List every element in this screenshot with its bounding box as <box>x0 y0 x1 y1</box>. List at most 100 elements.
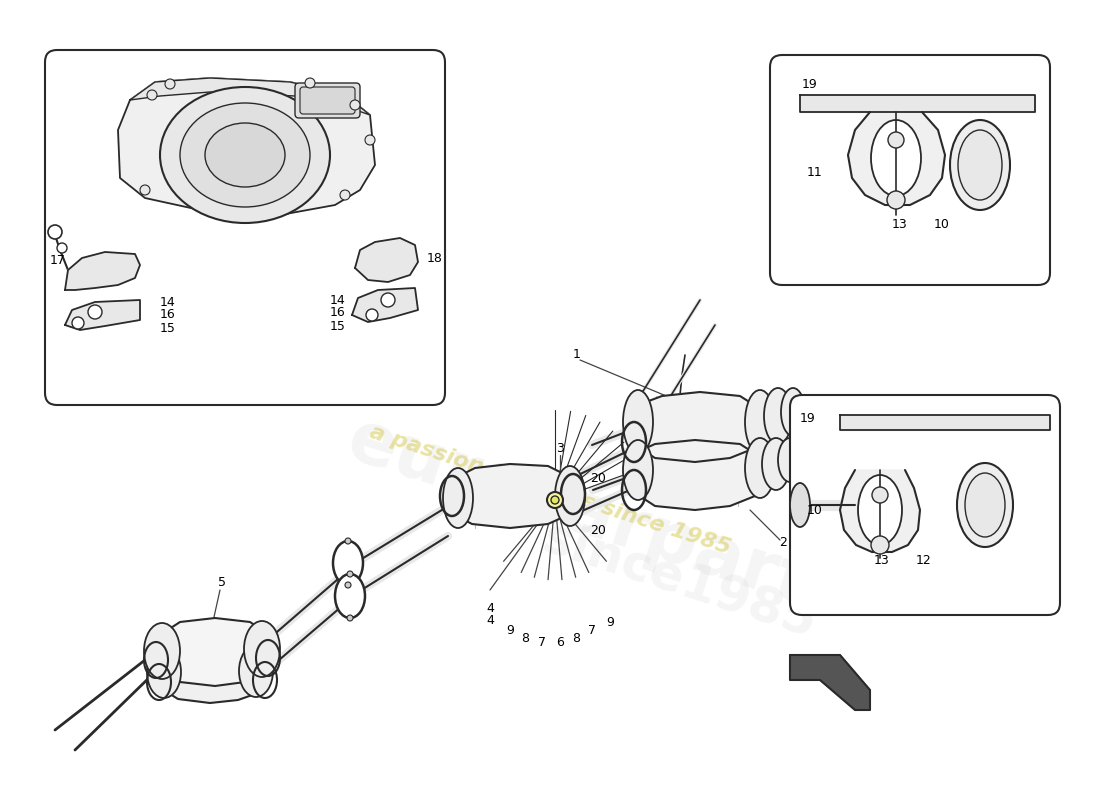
Text: 17: 17 <box>51 254 66 266</box>
Ellipse shape <box>239 645 273 697</box>
Circle shape <box>871 536 889 554</box>
Text: since1985: since1985 <box>537 513 823 647</box>
Text: 4: 4 <box>486 614 494 626</box>
Ellipse shape <box>556 466 585 526</box>
Text: 10: 10 <box>807 503 823 517</box>
Text: 15: 15 <box>161 322 176 334</box>
Ellipse shape <box>950 120 1010 210</box>
Ellipse shape <box>745 438 776 498</box>
FancyBboxPatch shape <box>45 50 446 405</box>
Ellipse shape <box>345 538 351 544</box>
Ellipse shape <box>958 130 1002 200</box>
Polygon shape <box>840 470 920 552</box>
Text: 10: 10 <box>934 218 950 231</box>
Text: 14: 14 <box>161 295 176 309</box>
Ellipse shape <box>147 646 182 698</box>
Text: 16: 16 <box>161 309 176 322</box>
Ellipse shape <box>144 623 180 679</box>
Ellipse shape <box>205 123 285 187</box>
Circle shape <box>48 225 62 239</box>
Circle shape <box>366 309 378 321</box>
Circle shape <box>887 191 905 209</box>
Ellipse shape <box>623 440 653 500</box>
Polygon shape <box>625 392 768 462</box>
Polygon shape <box>118 78 375 215</box>
Circle shape <box>147 90 157 100</box>
Ellipse shape <box>871 120 921 196</box>
Ellipse shape <box>345 582 351 588</box>
Circle shape <box>888 132 904 148</box>
Circle shape <box>872 487 888 503</box>
Text: 9: 9 <box>506 623 514 637</box>
Circle shape <box>547 492 563 508</box>
FancyBboxPatch shape <box>790 395 1060 615</box>
Circle shape <box>340 190 350 200</box>
Polygon shape <box>65 252 140 290</box>
Polygon shape <box>148 618 275 686</box>
Ellipse shape <box>781 388 805 436</box>
Text: 9: 9 <box>606 615 614 629</box>
Circle shape <box>551 496 559 504</box>
Text: 7: 7 <box>588 623 596 637</box>
Text: 19: 19 <box>802 78 818 91</box>
Text: 15: 15 <box>330 319 345 333</box>
Circle shape <box>88 305 102 319</box>
Text: 12: 12 <box>916 554 932 566</box>
Ellipse shape <box>965 473 1005 537</box>
Text: 6: 6 <box>557 637 564 650</box>
Text: 13: 13 <box>874 554 890 566</box>
Ellipse shape <box>244 621 280 677</box>
Text: 8: 8 <box>572 631 580 645</box>
Text: 2: 2 <box>779 535 786 549</box>
Polygon shape <box>448 464 578 528</box>
Ellipse shape <box>957 463 1013 547</box>
Ellipse shape <box>623 390 653 454</box>
Circle shape <box>381 293 395 307</box>
Circle shape <box>365 135 375 145</box>
Text: 7: 7 <box>538 637 546 650</box>
Ellipse shape <box>778 438 802 482</box>
Polygon shape <box>790 655 870 710</box>
Text: a passion for parts since 1985: a passion for parts since 1985 <box>367 422 733 558</box>
Polygon shape <box>355 238 418 282</box>
Circle shape <box>305 78 315 88</box>
Text: eurocarparts: eurocarparts <box>339 406 861 634</box>
Text: 8: 8 <box>521 631 529 645</box>
Circle shape <box>57 243 67 253</box>
Ellipse shape <box>346 615 353 621</box>
Ellipse shape <box>346 571 353 577</box>
Ellipse shape <box>333 541 363 585</box>
Text: 19: 19 <box>800 411 816 425</box>
Polygon shape <box>800 95 1035 112</box>
Text: 11: 11 <box>807 166 823 178</box>
Circle shape <box>165 79 175 89</box>
Polygon shape <box>352 288 418 322</box>
Text: 14: 14 <box>330 294 345 306</box>
Ellipse shape <box>336 574 365 618</box>
FancyBboxPatch shape <box>295 83 360 118</box>
Text: 16: 16 <box>330 306 345 319</box>
Ellipse shape <box>180 103 310 207</box>
FancyBboxPatch shape <box>770 55 1050 285</box>
Text: 20: 20 <box>590 471 606 485</box>
FancyBboxPatch shape <box>300 87 355 114</box>
Polygon shape <box>130 78 370 115</box>
Circle shape <box>72 317 84 329</box>
Polygon shape <box>152 647 268 703</box>
Polygon shape <box>848 112 945 205</box>
Circle shape <box>140 185 150 195</box>
Text: 4: 4 <box>486 602 494 614</box>
Ellipse shape <box>443 468 473 528</box>
Ellipse shape <box>745 390 776 454</box>
Ellipse shape <box>764 388 792 444</box>
Text: 5: 5 <box>218 577 226 590</box>
Ellipse shape <box>762 438 790 490</box>
Polygon shape <box>65 300 140 330</box>
Ellipse shape <box>858 475 902 545</box>
Ellipse shape <box>790 483 810 527</box>
Ellipse shape <box>160 87 330 223</box>
Text: 1: 1 <box>573 349 581 362</box>
Polygon shape <box>625 440 768 510</box>
Text: 20: 20 <box>590 523 606 537</box>
Text: 3: 3 <box>557 442 564 454</box>
